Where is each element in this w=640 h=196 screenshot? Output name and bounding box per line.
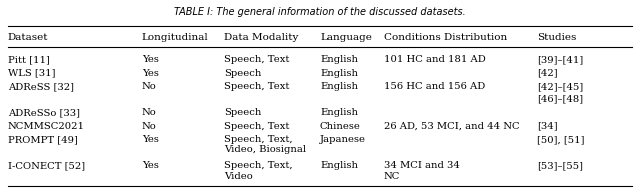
- Text: No: No: [141, 82, 156, 91]
- Text: PROMPT [49]: PROMPT [49]: [8, 135, 77, 144]
- Text: English: English: [320, 55, 358, 64]
- Text: Dataset: Dataset: [8, 33, 48, 42]
- Text: Chinese: Chinese: [320, 122, 361, 131]
- Text: No: No: [141, 122, 156, 131]
- Text: [42]: [42]: [537, 69, 557, 78]
- Text: [50], [51]: [50], [51]: [537, 135, 584, 144]
- Text: 34 MCI and 34
NC: 34 MCI and 34 NC: [384, 161, 460, 181]
- Text: Speech: Speech: [225, 69, 262, 78]
- Text: Yes: Yes: [141, 69, 159, 78]
- Text: Speech, Text: Speech, Text: [225, 55, 290, 64]
- Text: English: English: [320, 108, 358, 117]
- Text: Speech, Text: Speech, Text: [225, 82, 290, 91]
- Text: I-CONECT [52]: I-CONECT [52]: [8, 161, 85, 170]
- Text: Speech, Text: Speech, Text: [225, 122, 290, 131]
- Text: Pitt [11]: Pitt [11]: [8, 55, 50, 64]
- Text: Yes: Yes: [141, 135, 159, 144]
- Text: English: English: [320, 69, 358, 78]
- Text: [39]–[41]: [39]–[41]: [537, 55, 583, 64]
- Text: [53]–[55]: [53]–[55]: [537, 161, 582, 170]
- Text: [46]–[48]: [46]–[48]: [537, 94, 583, 103]
- Text: Yes: Yes: [141, 55, 159, 64]
- Text: WLS [31]: WLS [31]: [8, 69, 55, 78]
- Text: Longitudinal: Longitudinal: [141, 33, 209, 42]
- Text: No: No: [141, 108, 156, 117]
- Text: Language: Language: [320, 33, 372, 42]
- Text: Studies: Studies: [537, 33, 576, 42]
- Text: NCMMSC2021: NCMMSC2021: [8, 122, 84, 131]
- Text: [34]: [34]: [537, 122, 557, 131]
- Text: ADReSS [32]: ADReSS [32]: [8, 82, 74, 91]
- Text: English: English: [320, 82, 358, 91]
- Text: Japanese: Japanese: [320, 135, 366, 144]
- Text: [42]–[45]: [42]–[45]: [537, 82, 583, 91]
- Text: Yes: Yes: [141, 161, 159, 170]
- Text: Speech, Text,
Video, Biosignal: Speech, Text, Video, Biosignal: [225, 135, 307, 154]
- Text: Speech, Text,
Video: Speech, Text, Video: [225, 161, 293, 181]
- Text: Speech: Speech: [225, 108, 262, 117]
- Text: Conditions Distribution: Conditions Distribution: [384, 33, 507, 42]
- Text: English: English: [320, 161, 358, 170]
- Text: TABLE I: The general information of the discussed datasets.: TABLE I: The general information of the …: [174, 7, 466, 17]
- Text: 101 HC and 181 AD: 101 HC and 181 AD: [384, 55, 486, 64]
- Text: Data Modality: Data Modality: [225, 33, 299, 42]
- Text: 156 HC and 156 AD: 156 HC and 156 AD: [384, 82, 485, 91]
- Text: 26 AD, 53 MCI, and 44 NC: 26 AD, 53 MCI, and 44 NC: [384, 122, 519, 131]
- Text: ADReSSo [33]: ADReSSo [33]: [8, 108, 80, 117]
